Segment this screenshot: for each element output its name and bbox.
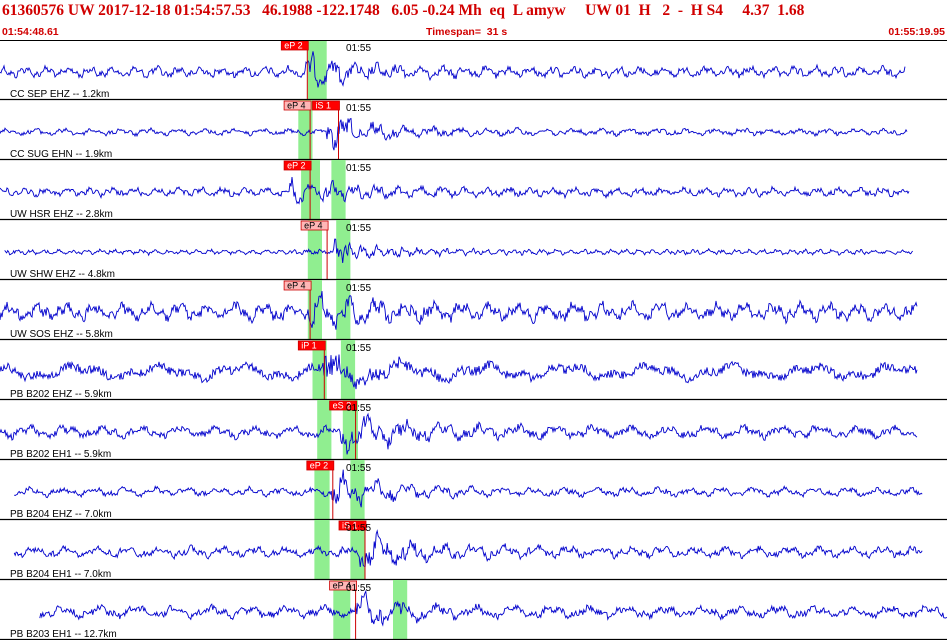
pick-window-highlight: [317, 400, 332, 460]
phase-pick-flag[interactable]: [283, 100, 312, 111]
waveform-trace: [0, 354, 918, 390]
pick-window-highlight: [331, 160, 346, 220]
waveform-trace: [0, 412, 918, 455]
phase-pick-label: iS 1: [316, 101, 332, 111]
phase-pick-label: iS 1: [342, 521, 358, 531]
station-label: CC SEP EHZ -- 1.2km: [10, 89, 109, 100]
trace-panel[interactable]: eP 2 01:55 UW HSR EHZ -- 2.8km: [0, 160, 947, 221]
pick-window-highlight: [336, 280, 351, 340]
event-title: 61360576 UW 2017-12-18 01:54:57.53 46.19…: [2, 2, 805, 19]
waveform-trace: [39, 589, 947, 627]
phase-pick-label: eP 2: [310, 461, 328, 471]
station-label: PB B204 EHZ -- 7.0km: [10, 509, 112, 520]
timespan-label: Timespan= 31 s: [426, 26, 508, 38]
waveform-trace: [4, 238, 914, 263]
trace-panel[interactable]: eP 4 iS 1 01:55 CC SUG EHN -- 1.9km: [0, 100, 947, 161]
trace-panel[interactable]: eP 4 01:55 UW SHW EHZ -- 4.8km: [0, 220, 947, 281]
waveform-trace: [0, 51, 906, 88]
phase-pick-flag[interactable]: [329, 400, 358, 411]
trace-panel[interactable]: iS 101:55 PB B204 EH1 -- 7.0km: [0, 520, 947, 581]
pick-window-highlight: [298, 100, 313, 160]
station-label: PB B204 EH1 -- 7.0km: [10, 569, 111, 580]
phase-pick-flag[interactable]: [312, 100, 340, 111]
time-tick-label: 01:55: [346, 43, 371, 54]
trace-panel[interactable]: eP 401:55 PB B203 EH1 -- 12.7km: [0, 580, 947, 640]
pick-window-highlight: [314, 460, 330, 520]
pick-window-highlight: [314, 520, 330, 580]
pick-window-highlight: [307, 220, 322, 280]
phase-pick-label: eP 2: [287, 161, 305, 171]
phase-pick-flag[interactable]: [283, 160, 312, 171]
phase-pick-label: eS 2: [333, 401, 352, 411]
station-label: PB B203 EH1 -- 12.7km: [10, 629, 117, 640]
station-label: CC SUG EHN -- 1.9km: [10, 149, 112, 160]
event-header: 61360576 UW 2017-12-18 01:54:57.53 46.19…: [0, 0, 947, 40]
waveform-trace: [0, 117, 908, 151]
station-label: UW SOS EHZ -- 5.8km: [10, 329, 113, 340]
time-tick-label: 01:55: [346, 103, 371, 114]
station-label: UW HSR EHZ -- 2.8km: [10, 209, 113, 220]
trace-panel[interactable]: eP 4 01:55 UW SOS EHZ -- 5.8km: [0, 280, 947, 341]
station-label: PB B202 EHZ -- 5.9km: [10, 389, 112, 400]
phase-pick-flag[interactable]: [283, 280, 312, 291]
phase-pick-flag[interactable]: [338, 520, 367, 531]
waveform-trace: [14, 469, 923, 508]
phase-pick-label: eP 2: [284, 41, 302, 51]
phase-pick-label: eP 4: [287, 101, 305, 111]
trace-panel[interactable]: iP 1 01:55 PB B202 EHZ -- 5.9km: [0, 340, 947, 401]
waveform-trace: [0, 291, 918, 330]
station-label: UW SHW EHZ -- 4.8km: [10, 269, 115, 280]
trace-panel[interactable]: eP 2 01:55 PB B204 EHZ -- 7.0km: [0, 460, 947, 521]
phase-pick-label: eP 4: [333, 581, 351, 591]
trace-panel[interactable]: eS 201:55 PB B202 EH1 -- 5.9km: [0, 400, 947, 461]
pick-window-highlight: [333, 580, 351, 640]
phase-pick-label: eP 4: [304, 221, 322, 231]
time-tick-label: 01:55: [346, 403, 371, 414]
time-tick-label: 01:55: [346, 283, 371, 294]
trace-panel[interactable]: eP 2 01:55 CC SEP EHZ -- 1.2km: [0, 40, 947, 101]
time-tick-label: 01:55: [346, 163, 371, 174]
seismogram-panel-stack[interactable]: eP 2 01:55 CC SEP EHZ -- 1.2km eP 4 iS 1 01:5…: [0, 40, 947, 640]
station-label: PB B202 EH1 -- 5.9km: [10, 449, 111, 460]
time-tick-label: 01:55: [346, 463, 371, 474]
waveform-trace: [13, 529, 923, 568]
time-tick-label: 01:55: [346, 523, 371, 534]
phase-pick-flag[interactable]: [300, 220, 329, 231]
end-time-label: 01:55:19.95: [888, 26, 945, 38]
phase-pick-flag[interactable]: [297, 340, 326, 351]
pick-window-highlight: [340, 340, 356, 400]
time-tick-label: 01:55: [346, 583, 371, 594]
phase-pick-flag[interactable]: [329, 580, 358, 591]
pick-window-highlight: [336, 220, 351, 280]
pick-window-highlight: [350, 520, 365, 580]
phase-pick-flag[interactable]: [306, 460, 335, 471]
waveform-trace: [0, 177, 910, 205]
time-tick-label: 01:55: [346, 223, 371, 234]
start-time-label: 01:54:48.61: [2, 26, 59, 38]
time-tick-label: 01:55: [346, 343, 371, 354]
phase-pick-label: eP 4: [287, 281, 305, 291]
phase-pick-label: iP 1: [301, 341, 316, 351]
